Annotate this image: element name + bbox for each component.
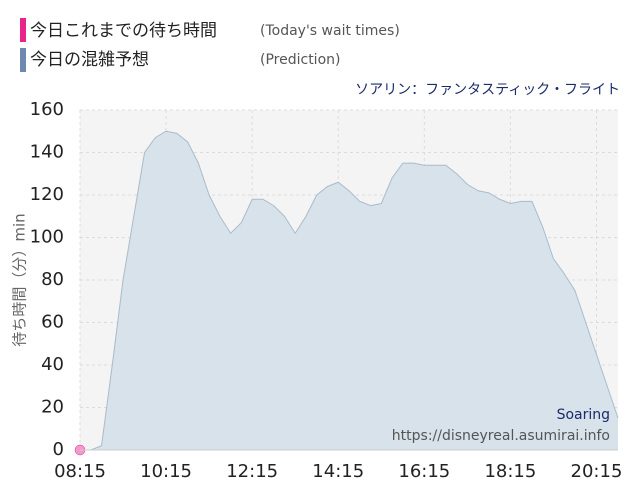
y-tick-label: 60 xyxy=(41,312,64,333)
prediction-line xyxy=(80,130,619,451)
x-tick-label: 12:15 xyxy=(226,461,278,482)
x-tick-label: 16:15 xyxy=(398,461,450,482)
x-tick-label: 10:15 xyxy=(140,461,192,482)
legend-note: (Today's wait times) xyxy=(260,23,400,39)
y-tick-label: 40 xyxy=(41,354,64,375)
x-tick-label: 14:15 xyxy=(312,461,364,482)
y-tick-label: 120 xyxy=(30,184,64,205)
y-tick-label: 0 xyxy=(53,439,64,460)
y-axis-label: 待ち時間（分）min xyxy=(11,213,29,346)
y-tick-label: 160 xyxy=(30,99,64,120)
x-tick-label: 20:15 xyxy=(571,461,623,482)
legend-note: (Prediction) xyxy=(260,52,340,68)
watermark: https://disneyreal.asumirai.info xyxy=(392,428,610,444)
legend-label: 今日これまでの待ち時間 xyxy=(30,21,217,41)
y-tick-label: 100 xyxy=(30,227,64,248)
y-tick-label: 20 xyxy=(41,397,64,418)
x-tick-label: 18:15 xyxy=(484,461,536,482)
legend-label: 今日の混雑予想 xyxy=(30,50,149,70)
watermark: Soaring xyxy=(557,407,610,423)
x-tick-label: 08:15 xyxy=(54,461,106,482)
y-tick-label: 140 xyxy=(30,142,64,163)
area-fill xyxy=(80,131,618,450)
legend-swatch xyxy=(20,18,26,42)
y-tick-label: 80 xyxy=(41,269,64,290)
subtitle: ソアリン：ファンタスティック・フライト xyxy=(355,82,620,98)
legend-swatch xyxy=(20,48,26,72)
